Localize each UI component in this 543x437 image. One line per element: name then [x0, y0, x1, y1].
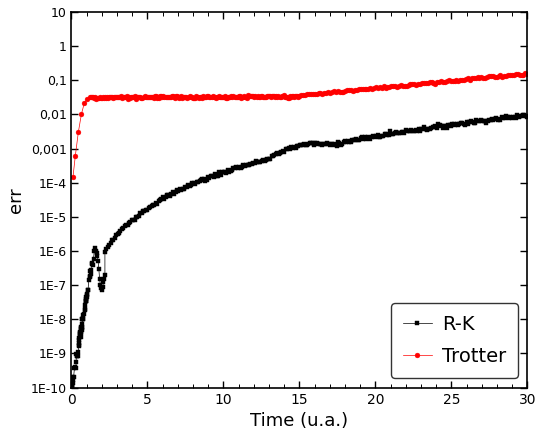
R-K	[132, 214, 139, 219]
Y-axis label: err: err	[7, 187, 25, 213]
Trotter	[524, 71, 531, 76]
Trotter	[70, 174, 76, 179]
X-axis label: Time (u.a.): Time (u.a.)	[250, 412, 349, 430]
R-K	[360, 136, 367, 141]
R-K	[380, 134, 387, 139]
Trotter	[113, 94, 119, 100]
Trotter	[256, 94, 263, 100]
Trotter	[150, 94, 156, 100]
Trotter	[522, 70, 529, 76]
Trotter	[160, 94, 167, 99]
Line: R-K: R-K	[70, 113, 529, 389]
Trotter	[336, 90, 343, 95]
R-K	[75, 343, 82, 348]
Line: Trotter: Trotter	[71, 71, 530, 179]
Legend: R-K, Trotter: R-K, Trotter	[391, 303, 517, 378]
R-K	[521, 112, 528, 117]
R-K	[524, 114, 531, 119]
R-K	[68, 385, 75, 390]
R-K	[483, 120, 490, 125]
Trotter	[407, 82, 414, 87]
R-K	[229, 167, 235, 173]
